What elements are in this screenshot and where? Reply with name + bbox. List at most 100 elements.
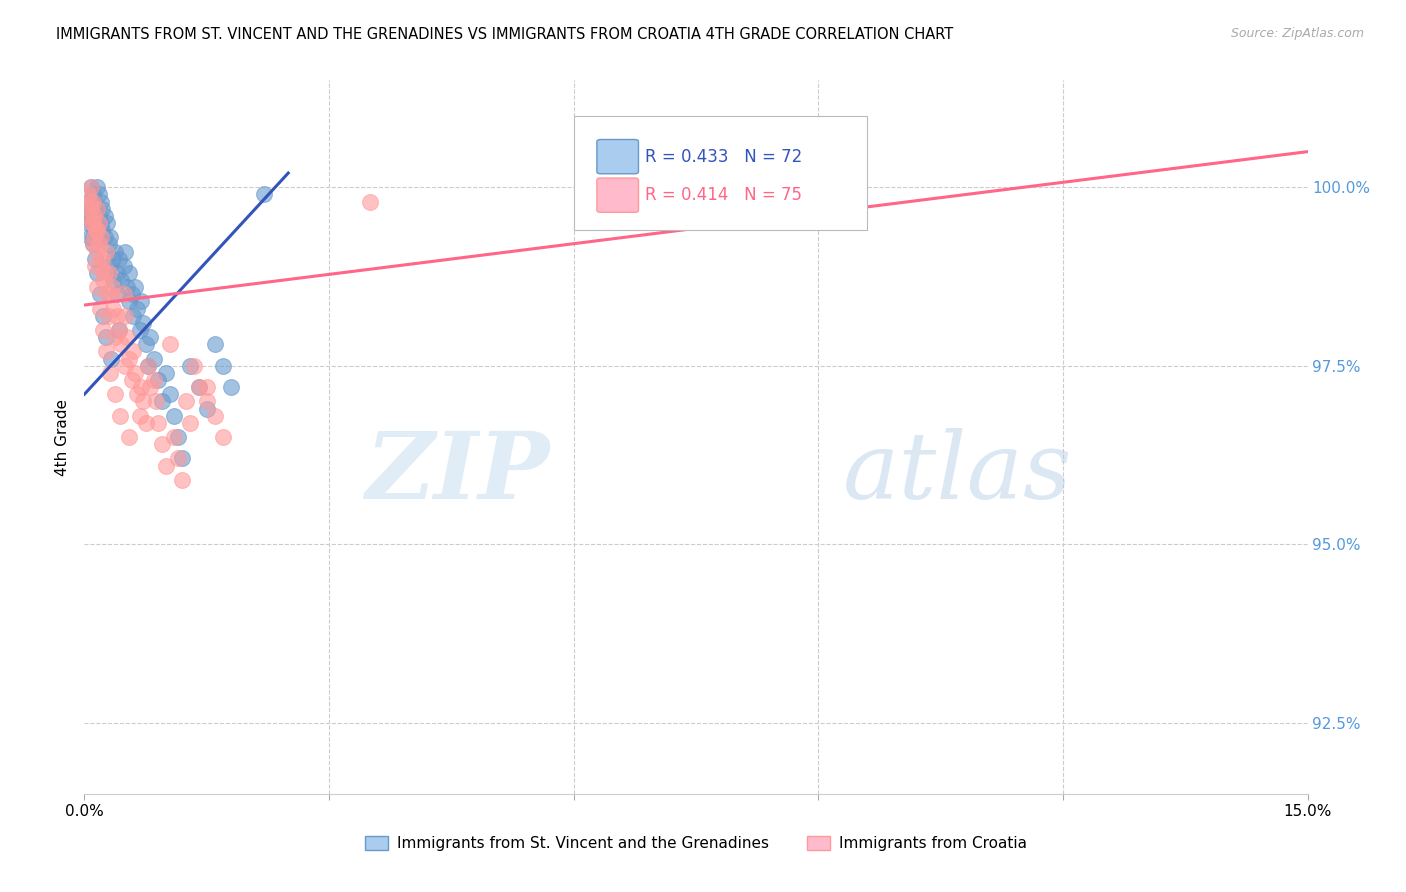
Point [82,237,104,252]
Point [77,209,100,223]
Point [97,259,120,273]
Point [121,373,143,387]
Point [155,458,177,473]
Point [142,373,165,387]
Point [86,180,108,194]
Point [101,280,124,294]
Point [97,309,120,323]
Point [96,216,118,230]
Point [124,366,146,380]
Point [187,380,209,394]
Point [138,330,160,344]
Point [183,359,205,373]
Point [91,202,114,216]
Point [179,416,201,430]
Point [253,187,276,202]
Point [100,351,122,366]
Point [163,409,186,423]
Point [84,252,107,266]
Point [93,266,115,280]
Point [84,259,107,273]
Point [103,387,125,401]
Point [83,209,105,223]
Point [87,237,110,252]
Point [107,323,129,337]
Point [105,266,128,280]
Point [131,380,153,394]
Point [138,380,160,394]
Point [122,309,145,323]
Point [80,180,103,194]
Point [86,244,108,259]
Point [86,223,108,237]
Point [114,244,136,259]
Point [136,359,159,373]
Point [127,301,149,316]
Point [89,301,111,316]
Point [87,209,110,223]
Point [96,287,118,301]
Point [91,309,114,323]
Point [110,337,132,351]
Point [112,287,135,301]
Text: ZIP: ZIP [366,428,550,517]
Point [77,187,100,202]
Point [86,280,108,294]
Point [359,194,381,209]
Point [135,416,157,430]
Point [132,316,155,330]
Point [135,337,157,351]
Point [104,330,127,344]
Point [145,394,167,409]
Point [77,194,100,209]
Point [80,216,103,230]
Point [122,344,145,359]
Point [98,366,121,380]
Point [96,344,118,359]
Point [82,230,104,244]
Text: IMMIGRANTS FROM ST. VINCENT AND THE GRENADINES VS IMMIGRANTS FROM CROATIA 4TH GR: IMMIGRANTS FROM ST. VINCENT AND THE GREN… [56,27,953,42]
Point [159,337,181,351]
Point [118,351,141,366]
Point [101,273,124,287]
Point [172,473,194,487]
Point [187,380,209,394]
Text: R = 0.414   N = 75: R = 0.414 N = 75 [644,186,801,204]
Point [82,194,104,209]
Point [91,252,114,266]
Point [212,430,235,444]
Point [105,287,128,301]
Point [86,223,108,237]
Point [96,330,118,344]
Point [212,359,235,373]
Point [150,437,173,451]
Point [132,394,155,409]
Point [82,187,104,202]
Point [114,359,136,373]
Point [82,237,104,252]
Point [155,366,177,380]
Point [83,194,105,209]
Point [172,451,194,466]
Point [105,309,128,323]
Point [93,209,115,223]
Point [80,216,103,230]
Point [142,351,165,366]
FancyBboxPatch shape [598,178,638,212]
Point [195,394,218,409]
Point [90,230,112,244]
FancyBboxPatch shape [574,116,868,230]
Legend: Immigrants from St. Vincent and the Grenadines, Immigrants from Croatia: Immigrants from St. Vincent and the Gren… [359,830,1033,857]
Point [77,209,100,223]
Point [131,294,153,309]
Point [94,244,117,259]
Point [84,223,107,237]
Point [82,209,104,223]
Point [91,223,114,237]
Point [118,266,141,280]
Point [80,202,103,216]
Point [204,337,226,351]
Point [83,216,105,230]
Point [167,430,190,444]
Point [107,323,129,337]
